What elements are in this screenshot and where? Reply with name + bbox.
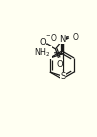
Text: NH$_2$: NH$_2$ [34,46,51,59]
Text: O: O [72,33,78,42]
Text: O: O [39,38,46,47]
Text: N: N [59,35,66,44]
Text: S: S [61,72,66,81]
Text: O: O [56,60,63,69]
Text: $^-$O: $^-$O [44,32,59,43]
